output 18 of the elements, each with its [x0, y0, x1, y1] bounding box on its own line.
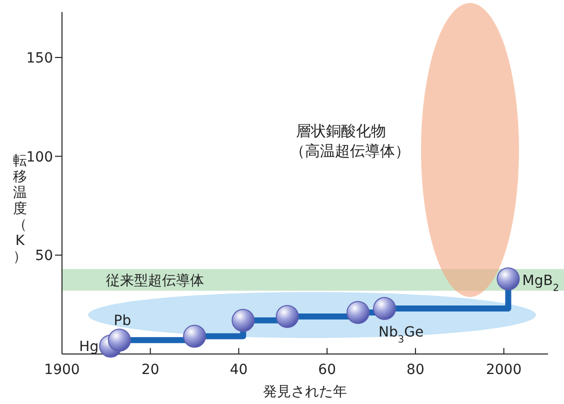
- annotation: Pb: [114, 313, 132, 330]
- x-tick-label: 1900: [44, 362, 80, 378]
- x-tick-label: 80: [406, 362, 424, 378]
- y-tick-label: 100: [26, 149, 53, 166]
- annotation: Hg: [79, 339, 99, 356]
- x-tick-label: 60: [318, 362, 336, 378]
- x-tick-label: 2000: [486, 362, 522, 378]
- annotation: （高温超伝導体）: [290, 142, 410, 160]
- y-tick-label: 50: [35, 248, 53, 264]
- x-tick-label: 20: [141, 362, 160, 378]
- y-axis-title: 転移温度（K）: [13, 153, 27, 265]
- annotation: 層状銅酸化物: [296, 122, 386, 140]
- band-label: 従来型超伝導体: [106, 272, 204, 289]
- x-tick-label: 40: [230, 362, 248, 378]
- x-axis-title: 発見された年: [263, 384, 347, 400]
- y-tick-label: 150: [26, 50, 53, 66]
- annotation: Nb$_{3}$Ge: [378, 324, 424, 346]
- annotation: MgB$_{2}$: [522, 272, 560, 294]
